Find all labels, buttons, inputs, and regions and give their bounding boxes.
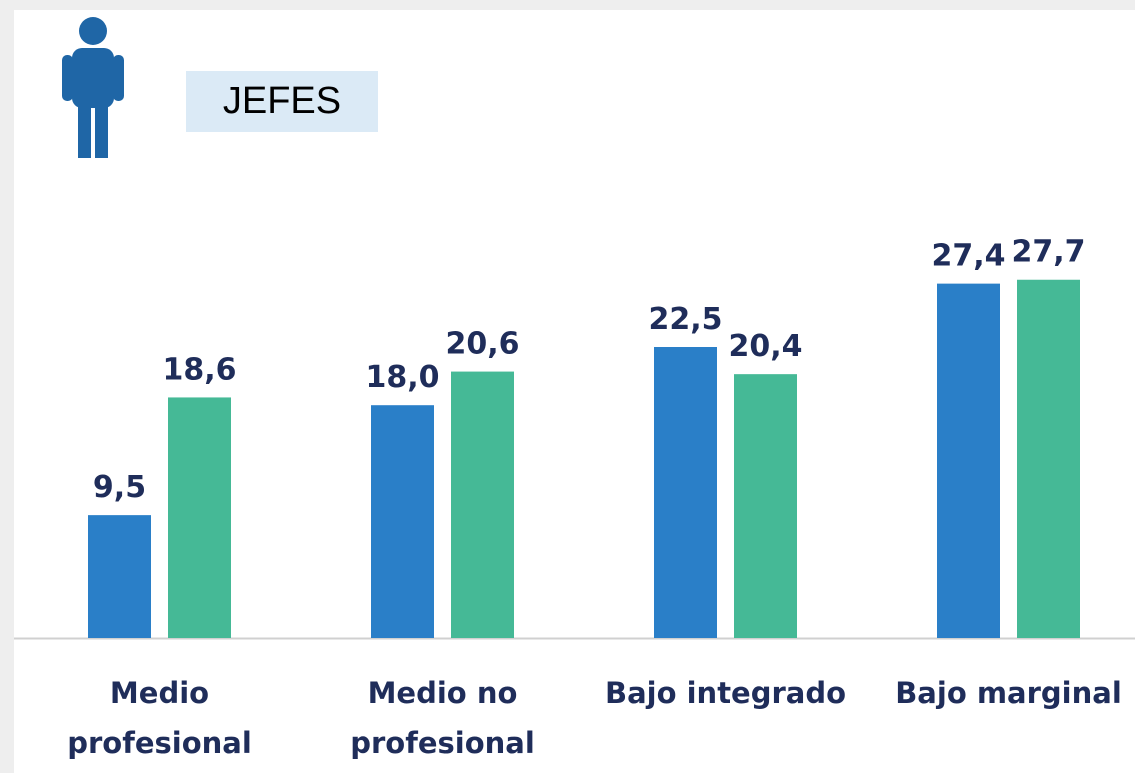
value-label: 20,4: [728, 329, 802, 364]
value-label: 18,0: [365, 360, 439, 395]
left-strip: [0, 0, 14, 773]
x-tick-label: Medio no profesional: [350, 676, 535, 760]
bar: [451, 371, 514, 638]
value-label: 27,4: [931, 239, 1005, 274]
bar: [371, 405, 434, 638]
top-strip: [0, 0, 1135, 10]
bar: [937, 283, 1000, 638]
value-label: 27,7: [1011, 235, 1085, 270]
bar: [734, 374, 797, 638]
x-tick-label: Medio profesional: [67, 676, 252, 760]
bar: [88, 515, 151, 638]
bar: [168, 397, 231, 638]
person-icon: [62, 17, 124, 158]
value-label: 22,5: [648, 302, 722, 337]
value-label: 9,5: [93, 470, 146, 505]
x-tick-label: Bajo integrado: [604, 676, 847, 710]
bar: [654, 347, 717, 638]
x-tick-label: Bajo marginal: [895, 676, 1122, 710]
title-box: [186, 71, 378, 132]
chart-title: JEFES: [223, 80, 341, 122]
value-label: 20,6: [445, 327, 519, 362]
value-label: 18,6: [162, 352, 236, 387]
bar: [1017, 279, 1080, 638]
